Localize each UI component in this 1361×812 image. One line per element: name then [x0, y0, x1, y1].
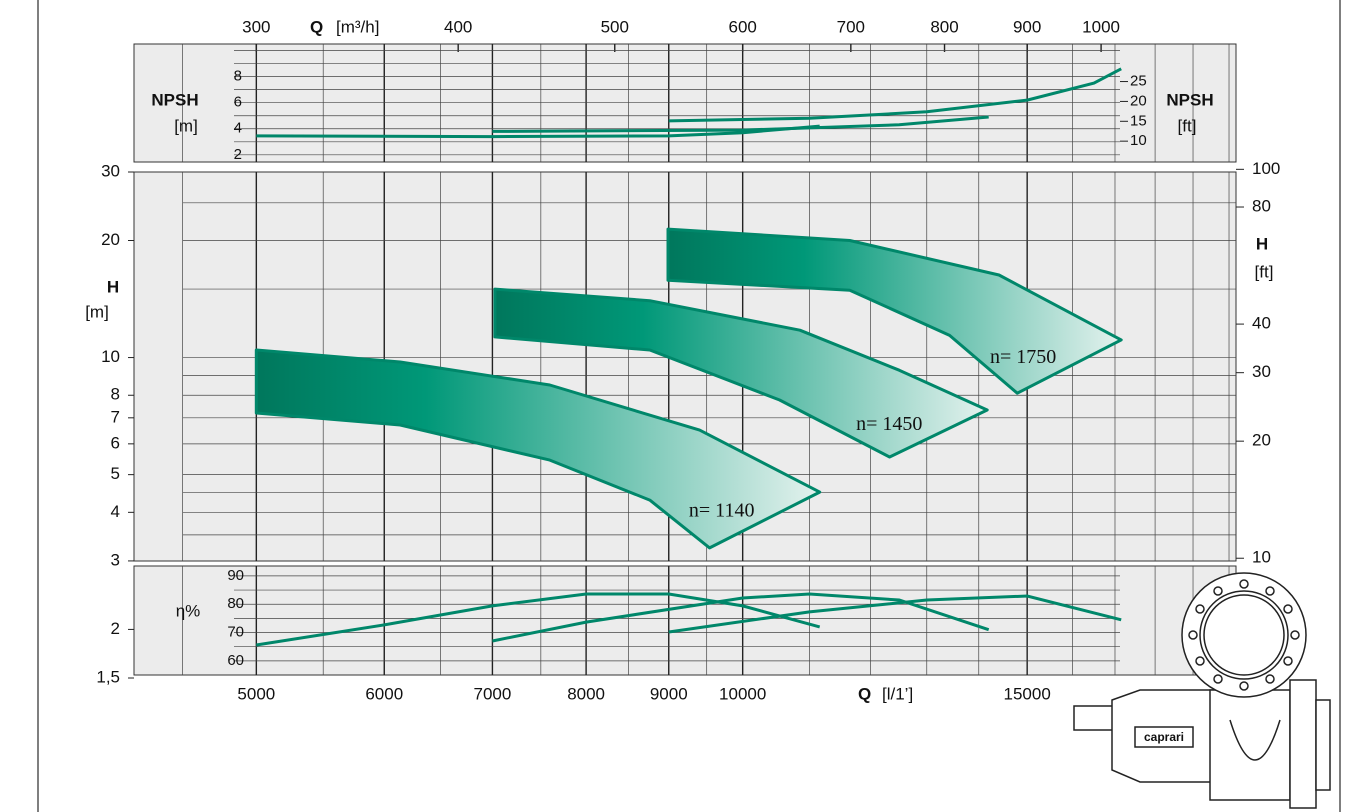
- y-tick-label: 1,5: [96, 667, 120, 686]
- y-tick-label: 5: [111, 464, 120, 483]
- x2-tick-label: 800: [930, 17, 958, 36]
- eff-curve: [256, 592, 821, 647]
- head-band: [666, 227, 1123, 395]
- eff-panel: [133, 565, 1237, 676]
- npsh-y2-tick-label: 15: [1130, 112, 1147, 129]
- x-axis-label: Q: [858, 684, 871, 703]
- y-axis-label: H: [107, 277, 119, 296]
- x2-tick-label: 900: [1013, 17, 1041, 36]
- eff-tick-label: 90: [227, 567, 244, 584]
- y-tick-label: 20: [101, 230, 120, 249]
- eff-tick-label: 60: [227, 652, 244, 669]
- x-tick-label: 5000: [237, 684, 275, 703]
- x-tick-label: 10000: [719, 684, 766, 703]
- y-tick-label: 7: [111, 407, 120, 426]
- y-tick-label: 2: [111, 619, 120, 638]
- npsh-tick-label: 4: [234, 120, 242, 137]
- y-axis-unit: [m]: [85, 302, 109, 321]
- y2-axis-label: H: [1256, 234, 1268, 253]
- x2-tick-label: 300: [242, 17, 270, 36]
- x-axis-unit: [l/1’]: [882, 684, 913, 703]
- head-band: [254, 348, 822, 550]
- y-tick-label: 6: [111, 433, 120, 452]
- npsh-tick-label: 2: [234, 146, 242, 163]
- y2-tick-label: 40: [1252, 314, 1271, 333]
- npsh-y2-tick-label: 20: [1130, 92, 1147, 109]
- npsh-curve: [668, 67, 1122, 123]
- speed-label: n= 1750: [990, 346, 1056, 368]
- x-tick-label: 6000: [365, 684, 403, 703]
- head-band: [493, 287, 989, 459]
- x2-tick-label: 500: [601, 17, 629, 36]
- speed-label: n= 1450: [856, 413, 922, 435]
- npsh-y2-tick-label: 10: [1130, 132, 1147, 149]
- y-tick-label: 8: [111, 385, 120, 404]
- brand: caprari: [1144, 730, 1184, 744]
- npsh-unit: [m]: [174, 116, 198, 135]
- pump-drawing: [1073, 572, 1331, 809]
- npsh-label: NPSH: [151, 90, 198, 109]
- eff-curve: [492, 592, 990, 643]
- y2-axis-unit: [ft]: [1255, 262, 1274, 281]
- eff-label: η%: [176, 601, 201, 620]
- eff-curve: [668, 594, 1122, 634]
- y-tick-label: 3: [111, 550, 120, 569]
- eff-tick-label: 80: [227, 595, 244, 612]
- npsh-curve: [492, 115, 989, 133]
- y-tick-label: 10: [101, 347, 120, 366]
- eff-tick-label: 70: [227, 624, 244, 641]
- y2-tick-label: 80: [1252, 197, 1271, 216]
- y2-tick-label: 10: [1252, 548, 1271, 567]
- x-tick-label: 9000: [650, 684, 688, 703]
- npsh-tick-label: 6: [234, 94, 242, 111]
- npsh-label-right: NPSH: [1166, 90, 1213, 109]
- x-tick-label: 15000: [1004, 684, 1051, 703]
- npsh-unit-right: [ft]: [1178, 116, 1197, 135]
- y2-tick-label: 20: [1252, 431, 1271, 450]
- y2-tick-label: 100: [1252, 159, 1280, 178]
- y-tick-label: 30: [101, 161, 120, 180]
- top-axis-unit: [m³/h]: [336, 17, 379, 36]
- speed-label: n= 1140: [689, 500, 755, 522]
- x2-tick-label: 400: [444, 17, 472, 36]
- y2-tick-label: 30: [1252, 362, 1271, 381]
- x2-tick-label: 600: [728, 17, 756, 36]
- npsh-y2-tick-label: 25: [1130, 73, 1147, 90]
- y-tick-label: 4: [111, 502, 120, 521]
- top-axis-label: Q: [310, 17, 323, 36]
- npsh-tick-label: 8: [234, 68, 242, 85]
- x2-tick-label: 1000: [1082, 17, 1120, 36]
- x-tick-label: 8000: [567, 684, 605, 703]
- x2-tick-label: 700: [837, 17, 865, 36]
- x-tick-label: 7000: [474, 684, 512, 703]
